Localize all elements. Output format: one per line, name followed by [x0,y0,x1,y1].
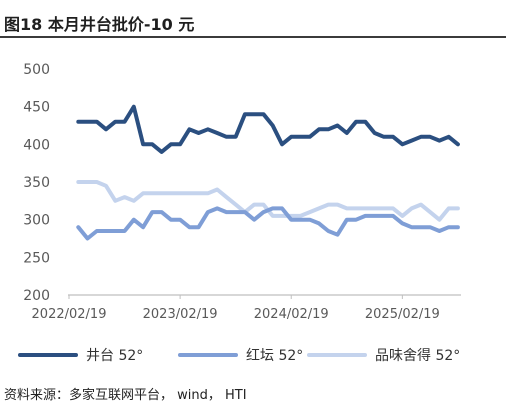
legend-label: 红坛 52° [246,348,304,364]
x-axis: 2022/02/19 2023/02/19 2024/02/19 2025/02/19 [32,294,461,322]
series-line-1 [76,104,460,154]
series-line-3 [76,180,460,222]
y-tick-label: 200 [23,288,50,304]
line-chart: 200 250 300 350 400 450 500 2022/02/19 2023/02/… [23,62,461,322]
legend-item-hongtan: 红坛 52° [178,346,303,364]
y-tick-label: 250 [23,250,50,266]
x-tick-label: 2022/02/19 [32,307,107,322]
legend-label: 井台 52° [86,348,144,364]
chart-title: 图18 本月井台批价-10 元 [4,15,195,34]
legend-swatch [18,353,78,357]
x-tick-label: 2023/02/19 [143,307,218,322]
legend-item-pinwei-shede: 品味舍得 52° [307,346,460,364]
legend-item-jingtai: 井台 52° [18,346,143,364]
y-tick-label: 500 [23,62,50,78]
legend-swatch [307,353,367,357]
y-tick-label: 400 [23,137,50,153]
legend-swatch [178,353,238,357]
title-rule [0,36,506,38]
x-tick-label: 2025/02/19 [365,307,440,322]
series-lines [76,104,460,241]
series-line-2 [76,206,460,241]
y-tick-label: 350 [23,175,50,191]
y-tick-label: 300 [23,213,50,229]
legend-label: 品味舍得 52° [375,348,461,364]
y-tick-label: 450 [23,100,50,116]
x-tick-label: 2024/02/19 [254,307,329,322]
y-axis-tick-labels: 200 250 300 350 400 450 500 [23,62,50,304]
source-note: 资料来源：多家互联网平台， wind， HTI [4,388,247,403]
